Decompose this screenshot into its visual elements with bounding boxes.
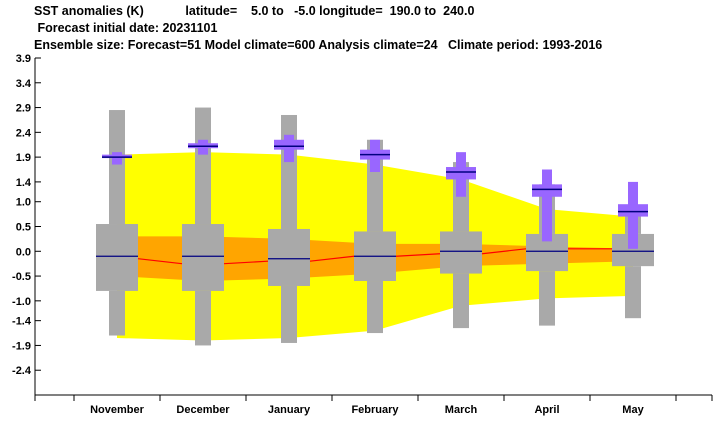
climate-whisker-lower: [195, 290, 211, 346]
mean-line-segment: [309, 255, 355, 262]
series-lines: [137, 248, 612, 265]
y-tick-label: -0.5: [12, 271, 31, 283]
climate-whisker-lower: [539, 271, 555, 326]
y-tick-label: 1.4: [16, 177, 32, 189]
x-tick-label: March: [445, 404, 478, 416]
forecast-box: [446, 167, 476, 180]
y-tick-label: 2.4: [16, 127, 32, 139]
x-tick-label: April: [534, 404, 559, 416]
climate-box: [182, 224, 224, 291]
y-tick-label: 2.9: [16, 103, 31, 115]
forecast-whisker: [112, 152, 122, 165]
x-tick-label: January: [268, 404, 311, 416]
y-tick-label: -1.4: [12, 316, 32, 328]
mean-line-segment: [223, 260, 269, 265]
climate-whisker-upper: [281, 114, 297, 229]
ensemble-info: Ensemble size: Forecast=51 Model climate…: [34, 38, 603, 52]
y-tick-label: 1.9: [16, 152, 31, 164]
forecast-boxes: [102, 134, 648, 249]
forecast-box: [532, 184, 562, 197]
mean-line-segment: [137, 258, 183, 265]
forecast-whisker: [542, 169, 552, 242]
climate-whisker-lower: [453, 273, 469, 329]
x-tick-label: February: [351, 404, 399, 416]
y-tick-label: 1.0: [16, 197, 31, 209]
climate-whisker-lower: [109, 290, 125, 336]
axes: 3.9 3.4 2.9 2.4 1.9 1.4 1.0 0.5 0.0 -0.5 -1.0 -1.4 -…: [12, 53, 713, 416]
y-tick-label: -1.9: [12, 340, 31, 352]
climate-box: [96, 224, 138, 291]
forecast-date: Forecast initial date: 20231101: [34, 21, 218, 35]
mean-line-segment: [395, 253, 441, 257]
x-tick-label: December: [176, 404, 230, 416]
forecast-box: [618, 204, 648, 217]
x-tick-label: May: [622, 404, 644, 416]
y-tick-label: 0.5: [16, 222, 31, 234]
y-tick-label: -1.0: [12, 296, 31, 308]
y-tick-label: 0.0: [16, 246, 31, 258]
y-tick-label: 3.9: [16, 53, 31, 65]
climate-box: [268, 228, 310, 286]
y-tick-label: 3.4: [16, 78, 32, 90]
climate-whisker-upper: [109, 110, 125, 225]
climate-whisker-lower: [367, 281, 383, 334]
mean-line-segment: [481, 248, 527, 255]
climate-whisker-lower: [625, 266, 641, 319]
climate-whisker-lower: [281, 285, 297, 343]
climate-box: [440, 231, 482, 274]
chart-title: SST anomalies (K) latitude= 5.0 to -5.0 …: [34, 4, 475, 18]
forecast-box: [274, 139, 304, 150]
y-tick-label: -2.4: [12, 365, 32, 377]
climate-boxes: [96, 107, 654, 346]
chart-header: SST anomalies (K) latitude= 5.0 to -5.0 …: [0, 0, 719, 60]
climate-whisker-upper: [195, 107, 211, 225]
x-tick-label: November: [90, 404, 145, 416]
